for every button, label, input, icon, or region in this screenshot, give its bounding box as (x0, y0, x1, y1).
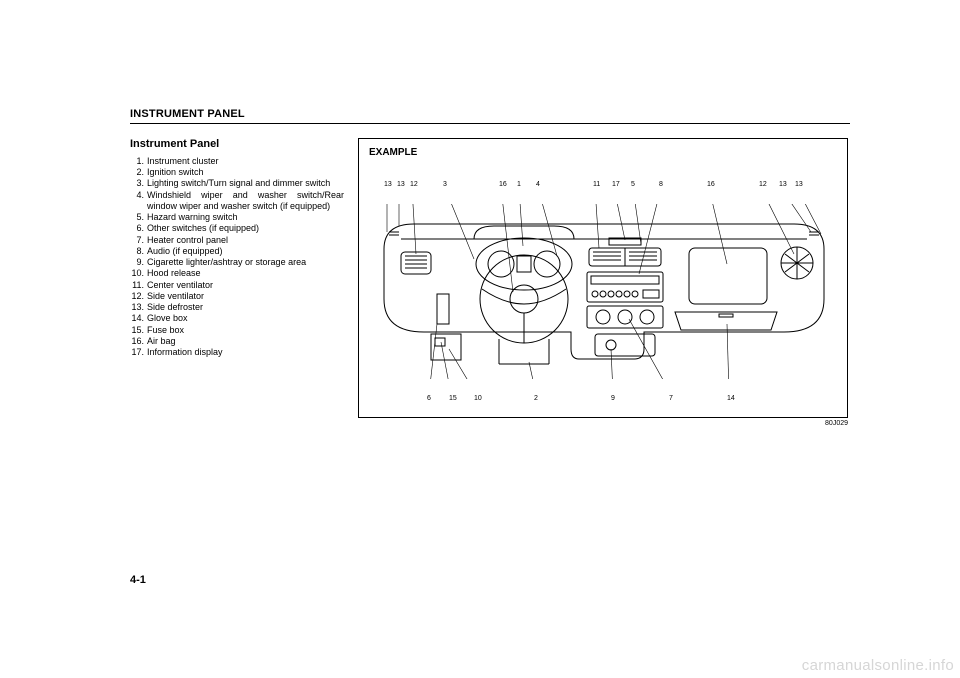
callout-number: 10 (474, 395, 482, 402)
dashboard-illustration (379, 204, 829, 379)
callout-number: 4 (536, 181, 540, 188)
legend-number: 6. (130, 223, 147, 234)
legend-number: 13. (130, 302, 147, 313)
legend-text: Ignition switch (147, 167, 344, 178)
page-title: Instrument Panel (130, 138, 344, 152)
legend-text: Side defroster (147, 302, 344, 313)
legend-text: Air bag (147, 336, 344, 347)
legend-text: Hazard warning switch (147, 212, 344, 223)
callout-number: 14 (727, 395, 735, 402)
callout-number: 8 (659, 181, 663, 188)
callout-number: 12 (410, 181, 418, 188)
legend-item: 15.Fuse box (130, 325, 344, 336)
callout-number: 16 (499, 181, 507, 188)
callout-number: 13 (779, 181, 787, 188)
legend-number: 17. (130, 347, 147, 358)
legend-item: 16.Air bag (130, 336, 344, 347)
legend-text: Information display (147, 347, 344, 358)
figure-box: EXAMPLE 1313123161411175816121313 615102… (358, 138, 848, 418)
legend-text: Instrument cluster (147, 156, 344, 167)
legend-item: 9.Cigarette lighter/ashtray or storage a… (130, 257, 344, 268)
legend-number: 9. (130, 257, 147, 268)
legend-number: 15. (130, 325, 147, 336)
legend-number: 12. (130, 291, 147, 302)
callout-number: 11 (593, 181, 600, 188)
legend-number: 1. (130, 156, 147, 167)
legend-number: 7. (130, 235, 147, 246)
watermark: carmanualsonline.info (802, 657, 954, 674)
legend-item: 6.Other switches (if equipped) (130, 223, 344, 234)
legend-text: Hood release (147, 268, 344, 279)
legend-item: 4.Windshield wiper and washer switch/Rea… (130, 190, 344, 213)
legend-text: Glove box (147, 313, 344, 324)
legend-item: 5.Hazard warning switch (130, 212, 344, 223)
legend-text: Heater control panel (147, 235, 344, 246)
callout-number: 7 (669, 395, 673, 402)
legend-text: Side ventilator (147, 291, 344, 302)
callout-number: 1 (517, 181, 521, 188)
manual-page: INSTRUMENT PANEL Instrument Panel 1.Inst… (130, 108, 850, 427)
legend-item: 7.Heater control panel (130, 235, 344, 246)
legend-number: 11. (130, 280, 147, 291)
callout-number: 17 (612, 181, 620, 188)
legend-number: 2. (130, 167, 147, 178)
legend-item: 10.Hood release (130, 268, 344, 279)
legend-item: 8.Audio (if equipped) (130, 246, 344, 257)
figure-code: 80J029 (358, 420, 848, 427)
callout-number: 5 (631, 181, 635, 188)
figure-column: EXAMPLE 1313123161411175816121313 615102… (358, 138, 850, 427)
legend-text: Other switches (if equipped) (147, 223, 344, 234)
callout-number: 12 (759, 181, 767, 188)
callout-number: 13 (795, 181, 803, 188)
callout-number: 9 (611, 395, 615, 402)
legend-number: 8. (130, 246, 147, 257)
legend-number: 4. (130, 190, 147, 213)
callout-number: 16 (707, 181, 715, 188)
legend-list: 1.Instrument cluster2.Ignition switch3.L… (130, 156, 344, 359)
legend-item: 11.Center ventilator (130, 280, 344, 291)
legend-text: Audio (if equipped) (147, 246, 344, 257)
legend-number: 5. (130, 212, 147, 223)
legend-number: 10. (130, 268, 147, 279)
callout-number: 6 (427, 395, 431, 402)
callout-number: 3 (443, 181, 447, 188)
legend-number: 3. (130, 178, 147, 189)
example-label: EXAMPLE (369, 147, 417, 158)
legend-number: 14. (130, 313, 147, 324)
section-header: INSTRUMENT PANEL (130, 108, 850, 124)
legend-number: 16. (130, 336, 147, 347)
legend-item: 14.Glove box (130, 313, 344, 324)
legend-text: Center ventilator (147, 280, 344, 291)
page-number: 4-1 (130, 574, 146, 586)
legend-text: Fuse box (147, 325, 344, 336)
legend-item: 13.Side defroster (130, 302, 344, 313)
legend-text: Lighting switch/Turn signal and dimmer s… (147, 178, 344, 189)
callout-number: 15 (449, 395, 457, 402)
legend-item: 1.Instrument cluster (130, 156, 344, 167)
legend-text: Windshield wiper and washer switch/Rear … (147, 190, 344, 213)
legend-column: Instrument Panel 1.Instrument cluster2.I… (130, 138, 344, 427)
legend-item: 3.Lighting switch/Turn signal and dimmer… (130, 178, 344, 189)
legend-item: 17.Information display (130, 347, 344, 358)
legend-item: 2.Ignition switch (130, 167, 344, 178)
callout-number: 13 (397, 181, 405, 188)
callout-number: 13 (384, 181, 392, 188)
legend-text: Cigarette lighter/ashtray or storage are… (147, 257, 344, 268)
content-row: Instrument Panel 1.Instrument cluster2.I… (130, 138, 850, 427)
legend-item: 12.Side ventilator (130, 291, 344, 302)
callout-number: 2 (534, 395, 538, 402)
